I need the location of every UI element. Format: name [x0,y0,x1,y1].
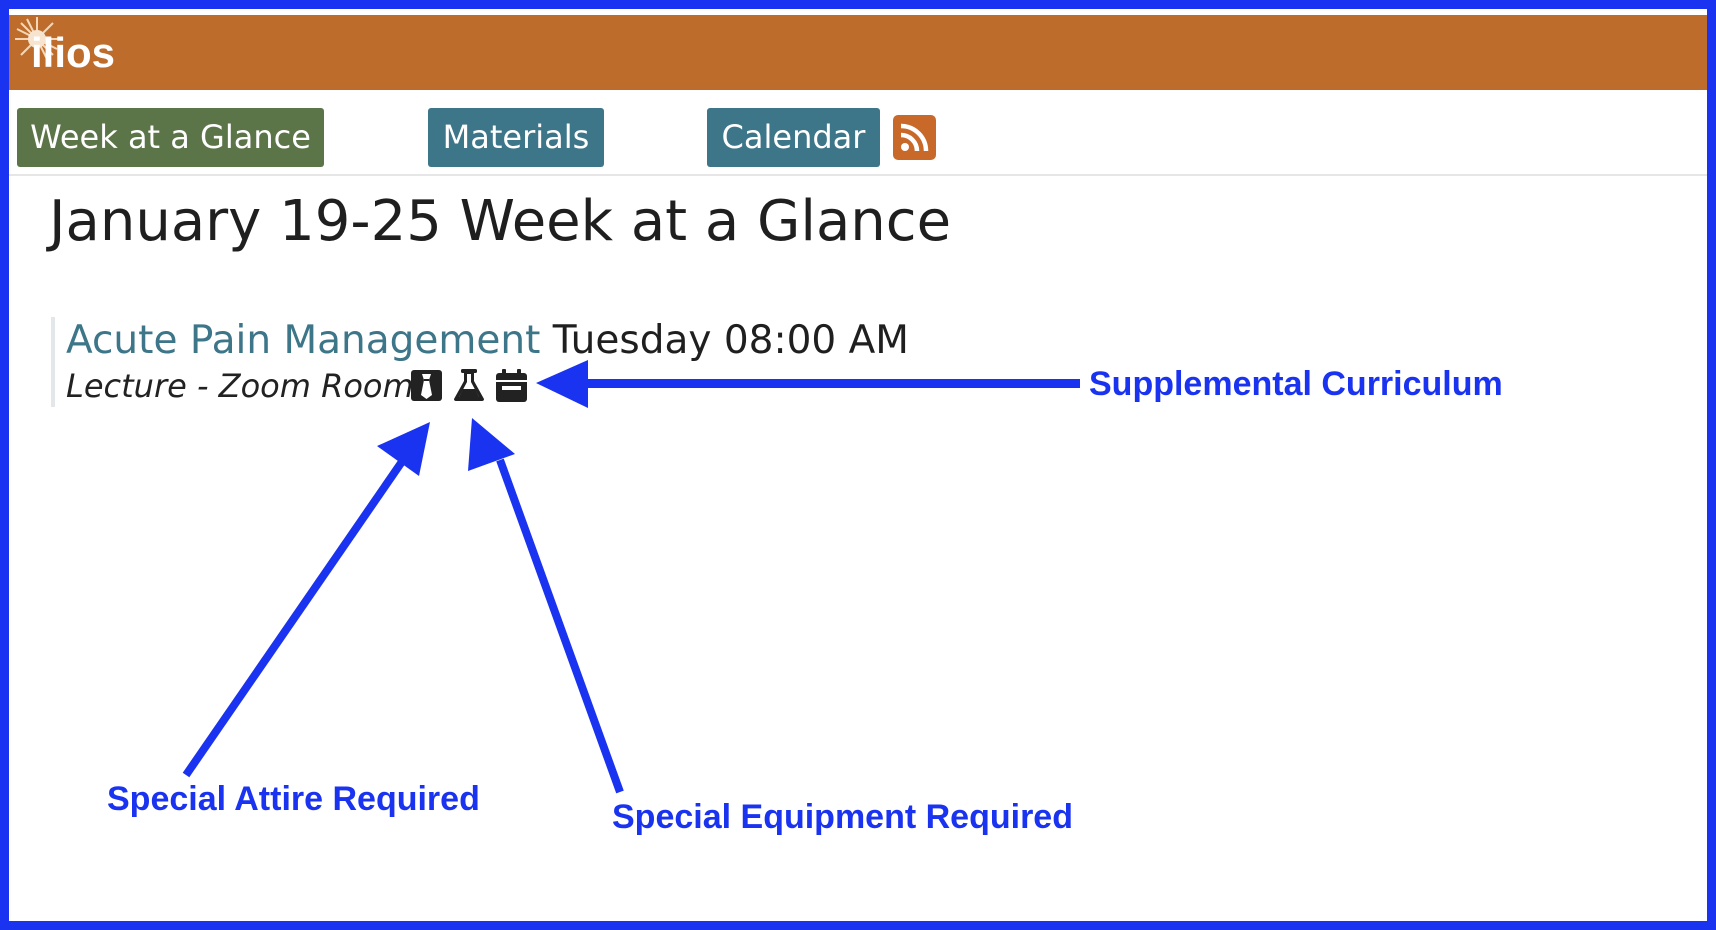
annotation-special-equipment: Special Equipment Required [612,798,1073,836]
tab-materials[interactable]: Materials [428,108,604,167]
flask-icon [454,369,484,401]
tab-week-at-a-glance[interactable]: Week at a Glance [17,108,324,167]
event-time: Tuesday 08:00 AM [552,318,909,363]
event-heading: Acute Pain Management Tuesday 08:00 AM [66,318,909,364]
event-left-border [51,317,55,407]
event-detail: Lecture - Zoom Room [66,367,414,405]
page-title: January 19-25 Week at a Glance [49,189,952,254]
rss-feed-button[interactable] [893,115,936,160]
rss-icon [900,123,929,152]
tie-icon [411,370,442,401]
annotation-supplemental-curriculum: Supplemental Curriculum [1089,365,1503,403]
app-header: ilios [9,15,1707,90]
nav-divider [9,174,1707,176]
calendar-icon [496,369,527,402]
tab-calendar[interactable]: Calendar [707,108,880,167]
app-logo[interactable]: ilios [31,29,116,76]
event-icons [411,368,531,404]
logo-star-icon [15,17,59,61]
annotation-special-attire: Special Attire Required [107,780,480,818]
event-title-link[interactable]: Acute Pain Management [66,318,541,363]
